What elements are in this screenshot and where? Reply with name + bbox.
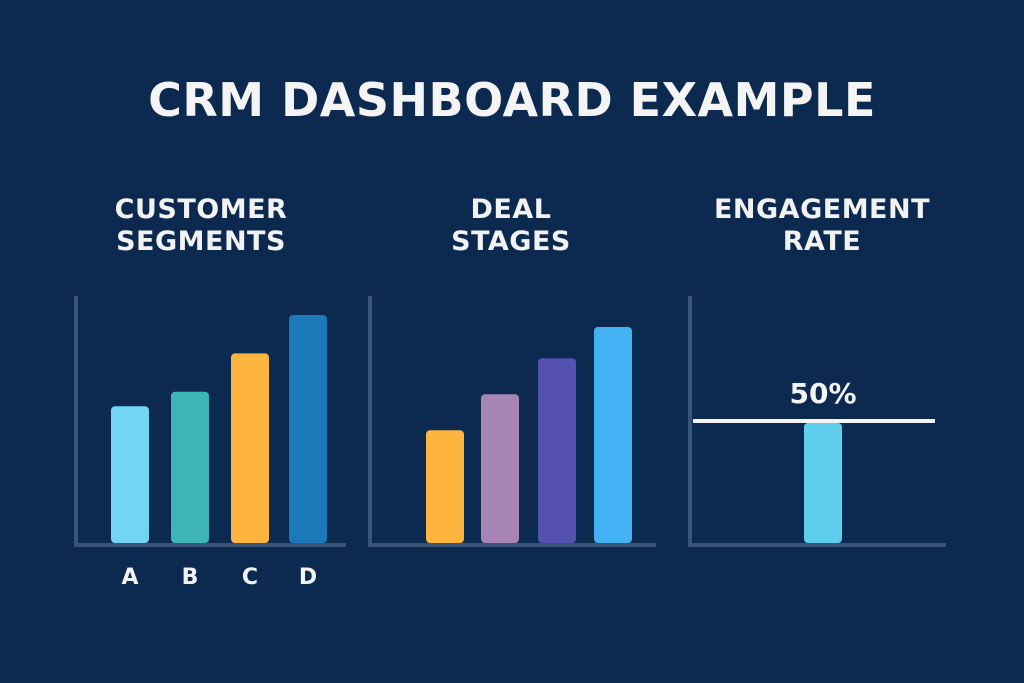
bar-4: [594, 327, 632, 543]
chart-axis: [74, 296, 346, 547]
chart-title-line-1: CUSTOMER: [115, 194, 288, 225]
chart-title-line-1: DEAL: [471, 194, 552, 225]
data-label: 50%: [789, 377, 856, 410]
bar-2: [481, 394, 519, 543]
chart-title-line-1: ENGAGEMENT: [714, 194, 930, 225]
bar-a: [111, 406, 149, 543]
bar-c: [231, 353, 269, 543]
chart-axis: [688, 296, 946, 547]
bar-1: [804, 423, 842, 543]
bar-b: [171, 391, 209, 543]
tick-label-c: C: [242, 565, 258, 590]
chart-title-line-2: SEGMENTS: [116, 226, 286, 257]
bar-1: [426, 430, 464, 543]
bar-3: [538, 358, 576, 543]
chart-title-line-2: STAGES: [451, 226, 571, 257]
bar-d: [289, 315, 327, 543]
tick-label-b: B: [182, 565, 199, 590]
bar-group: [111, 315, 327, 543]
bar-group: [804, 423, 842, 543]
chart-engagement-rate: ENGAGEMENT RATE 50%: [688, 194, 946, 547]
tick-label-d: D: [299, 565, 317, 590]
tick-label-a: A: [121, 565, 138, 590]
chart-axis: [368, 296, 656, 547]
tick-label-group: A B C D: [121, 565, 317, 590]
chart-customer-segments: CUSTOMER SEGMENTS A B C D: [74, 194, 346, 590]
chart-title-line-2: RATE: [783, 226, 861, 257]
page-title: CRM DASHBOARD EXAMPLE: [148, 73, 876, 127]
chart-deal-stages: DEAL STAGES: [368, 194, 656, 547]
bar-group: [426, 327, 632, 543]
